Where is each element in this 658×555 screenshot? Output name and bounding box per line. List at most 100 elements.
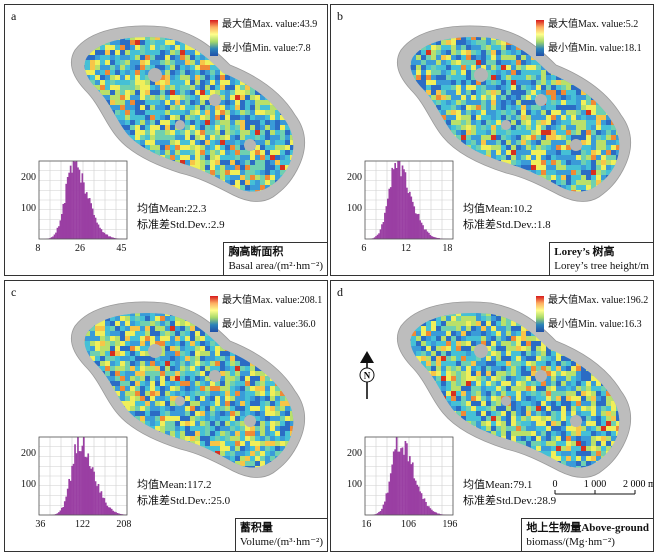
histogram-bar [83, 182, 85, 239]
hist-x-tick: 8 [35, 243, 41, 254]
histogram-bar [413, 206, 416, 239]
histogram-bar [388, 481, 391, 515]
legend-min: 最小值Min. value:18.1 [548, 43, 642, 54]
panel-letter: b [337, 9, 343, 23]
histogram-bar [400, 448, 402, 515]
histogram-bar [121, 514, 123, 515]
hist-x-tick: 208 [116, 519, 132, 530]
histogram-bar [58, 512, 60, 515]
histogram-bar [80, 182, 82, 239]
hist-y-tick: 200 [21, 172, 36, 184]
histogram-bar [378, 511, 380, 515]
histogram-bar [429, 234, 432, 239]
histogram-bar [110, 237, 113, 239]
histogram-bar [107, 507, 110, 515]
histogram-bar [416, 214, 418, 239]
histogram-bar [99, 492, 101, 515]
histogram-bar [432, 236, 435, 239]
histogram-bar [417, 486, 420, 515]
histogram-bar [384, 212, 386, 239]
histogram-bar [109, 236, 112, 239]
histogram-bar [394, 163, 396, 239]
histogram-bar [426, 506, 429, 515]
histogram-bar [119, 513, 122, 515]
histogram-bar [438, 238, 440, 239]
variable-name-en: Basal area/(m²·hm⁻²) [228, 260, 323, 272]
histogram-bar [106, 505, 109, 515]
histogram-bar [55, 232, 57, 239]
histogram-bar [395, 437, 398, 515]
histogram-bar [419, 220, 421, 239]
histogram-bar [113, 511, 116, 515]
map-panel-a: a 最大值Max. value:43.9 最小值Min. value:7.8 200 1… [4, 4, 328, 276]
histogram-bar [65, 183, 68, 239]
histogram-bar [63, 202, 66, 239]
histogram-bar [113, 237, 116, 239]
histogram-bar [436, 513, 439, 515]
histogram-bar [381, 508, 383, 515]
raster-map [71, 25, 306, 202]
histogram-bar [397, 161, 399, 239]
histogram-bar [81, 445, 84, 515]
legend-min: 最小值Min. value:36.0 [222, 319, 316, 330]
histogram-bar [72, 463, 75, 515]
histogram-bar [431, 236, 433, 239]
histogram-bar [106, 234, 109, 239]
histogram-bar [435, 512, 438, 515]
hist-x-tick: 196 [442, 519, 458, 530]
variable-name-en: Volume/(m³·hm⁻²) [239, 536, 323, 548]
histogram-bar [94, 481, 97, 515]
std-value: 标准差Std.Dev.:28.9 [463, 495, 557, 507]
histogram-bar [102, 497, 104, 515]
histogram: 200 100 36 122 208 [13, 431, 131, 535]
histogram-bar [80, 451, 82, 515]
hist-y-tick: 100 [21, 202, 36, 214]
histogram-bar [419, 491, 421, 515]
histogram-bar [407, 461, 410, 515]
histogram-bar [59, 220, 62, 239]
statistics: 均值Mean:22.3 标准差Std.Dev.:2.9 [137, 201, 225, 233]
legend-max: 最大值Max. value:5.2 [548, 19, 639, 30]
histogram-bar [68, 478, 70, 515]
histogram-bar [423, 229, 426, 239]
histogram-bar [85, 457, 88, 515]
panel-letter: c [11, 285, 17, 299]
variable-name-box: Lorey’s 树高 Lorey’s tree height/m [549, 242, 654, 276]
histogram-bar [403, 169, 405, 239]
histogram-bar [78, 451, 81, 515]
hist-x-tick: 122 [75, 519, 90, 530]
histogram-bar [84, 456, 87, 515]
histogram-bar [388, 188, 391, 239]
hist-x-tick: 6 [361, 243, 367, 254]
mean-value: 均值Mean:79.1 [463, 479, 533, 491]
raster-map [397, 301, 632, 478]
mean-value: 均值Mean:117.2 [137, 479, 212, 491]
histogram-bar [428, 232, 430, 239]
histogram-bar [425, 229, 427, 239]
histogram-bar [85, 192, 88, 239]
histogram-bar [88, 198, 91, 239]
hist-y-tick: 100 [347, 202, 362, 214]
histogram-bar [97, 483, 100, 515]
variable-name-cn: 蓄积量 [239, 522, 273, 534]
histogram-bar [66, 176, 69, 239]
histogram-bar [99, 227, 101, 239]
histogram-bar [53, 234, 56, 239]
histogram-bar [68, 172, 70, 239]
histogram-bar [74, 444, 76, 515]
histogram-bar [62, 506, 65, 515]
histogram-bar [422, 225, 424, 239]
histogram-bar [75, 161, 78, 239]
histogram-bar [414, 480, 417, 515]
histogram-bar [439, 514, 442, 515]
histogram-bar [435, 237, 438, 239]
histogram-bar [74, 161, 76, 239]
hist-x-tick: 16 [361, 519, 372, 530]
scale-label: 0 [553, 479, 558, 490]
histogram-bar [90, 203, 92, 239]
hist-x-tick: 36 [35, 519, 46, 530]
histogram-bar [411, 201, 414, 239]
histogram: 200 100 8 26 45 [13, 155, 131, 259]
histogram-bar [420, 493, 423, 515]
hist-y-tick: 200 [21, 448, 36, 460]
